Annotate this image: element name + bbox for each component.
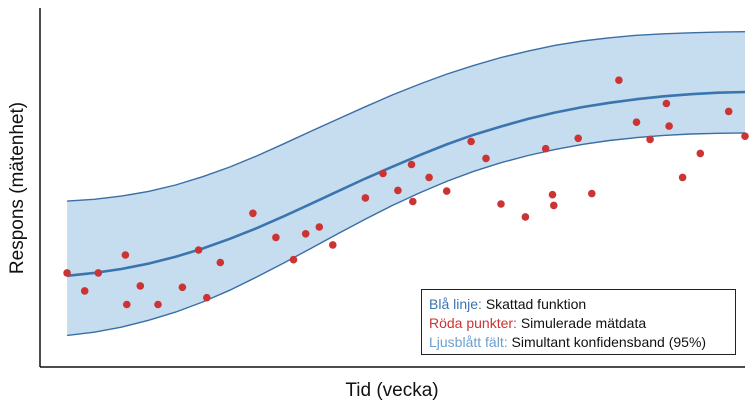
data-point bbox=[615, 76, 623, 84]
x-axis-label: Tid (vecka) bbox=[345, 380, 438, 401]
data-point bbox=[289, 255, 298, 264]
data-point bbox=[123, 300, 131, 309]
data-point bbox=[724, 107, 733, 116]
data-point bbox=[329, 241, 337, 249]
data-point bbox=[361, 194, 370, 202]
data-point bbox=[548, 190, 557, 199]
data-point bbox=[407, 160, 416, 169]
legend-key-points: Röda punkter: bbox=[429, 315, 517, 331]
data-point bbox=[194, 246, 203, 254]
legend-text-points: Simulerade mätdata bbox=[520, 315, 647, 331]
data-point bbox=[249, 209, 257, 218]
confidence-band-upper-edge bbox=[67, 31, 746, 202]
data-point bbox=[379, 169, 387, 178]
data-point bbox=[541, 144, 550, 153]
data-point bbox=[425, 173, 433, 182]
data-point bbox=[741, 132, 749, 140]
y-axis-label: Respons (mätenhet) bbox=[7, 102, 28, 274]
data-point bbox=[550, 201, 558, 210]
data-point bbox=[574, 134, 582, 143]
data-point bbox=[121, 251, 130, 259]
data-point bbox=[154, 300, 162, 309]
legend-text-line: Skattad funktion bbox=[485, 296, 587, 312]
data-point bbox=[588, 189, 596, 198]
data-point bbox=[63, 269, 71, 277]
legend-item-band: Ljusblått fält: Simultant konfidensband … bbox=[429, 333, 735, 352]
data-point bbox=[272, 233, 280, 242]
data-point bbox=[467, 137, 475, 146]
data-point bbox=[94, 269, 103, 277]
data-point bbox=[216, 258, 225, 267]
estimated-function-line bbox=[66, 90, 746, 278]
data-point bbox=[315, 223, 324, 231]
data-point bbox=[521, 213, 530, 221]
legend-key-line: Blå linje: bbox=[429, 296, 482, 312]
legend-text-band: Simultant konfidensband (95%) bbox=[511, 334, 707, 350]
legend-key-band: Ljusblått fält: bbox=[429, 334, 508, 350]
data-point bbox=[203, 293, 211, 302]
data-point bbox=[136, 282, 145, 290]
data-point bbox=[632, 118, 641, 126]
data-point bbox=[665, 122, 673, 130]
confidence-band-lower-edge bbox=[67, 132, 746, 337]
data-point bbox=[497, 200, 505, 208]
data-point bbox=[442, 187, 451, 195]
data-point bbox=[482, 154, 490, 163]
data-point bbox=[178, 283, 187, 292]
legend: Blå linje: Skattad funktion Röda punkter… bbox=[421, 289, 736, 355]
data-point bbox=[80, 287, 89, 295]
data-point bbox=[678, 173, 687, 182]
data-points bbox=[63, 76, 749, 309]
legend-item-points: Röda punkter: Simulerade mätdata bbox=[429, 314, 735, 333]
data-point bbox=[662, 99, 671, 108]
data-point bbox=[301, 230, 310, 238]
data-point bbox=[409, 197, 417, 206]
data-point bbox=[646, 135, 654, 144]
data-point bbox=[696, 149, 705, 158]
legend-item-line: Blå linje: Skattad funktion bbox=[429, 295, 735, 314]
data-point bbox=[394, 186, 402, 195]
